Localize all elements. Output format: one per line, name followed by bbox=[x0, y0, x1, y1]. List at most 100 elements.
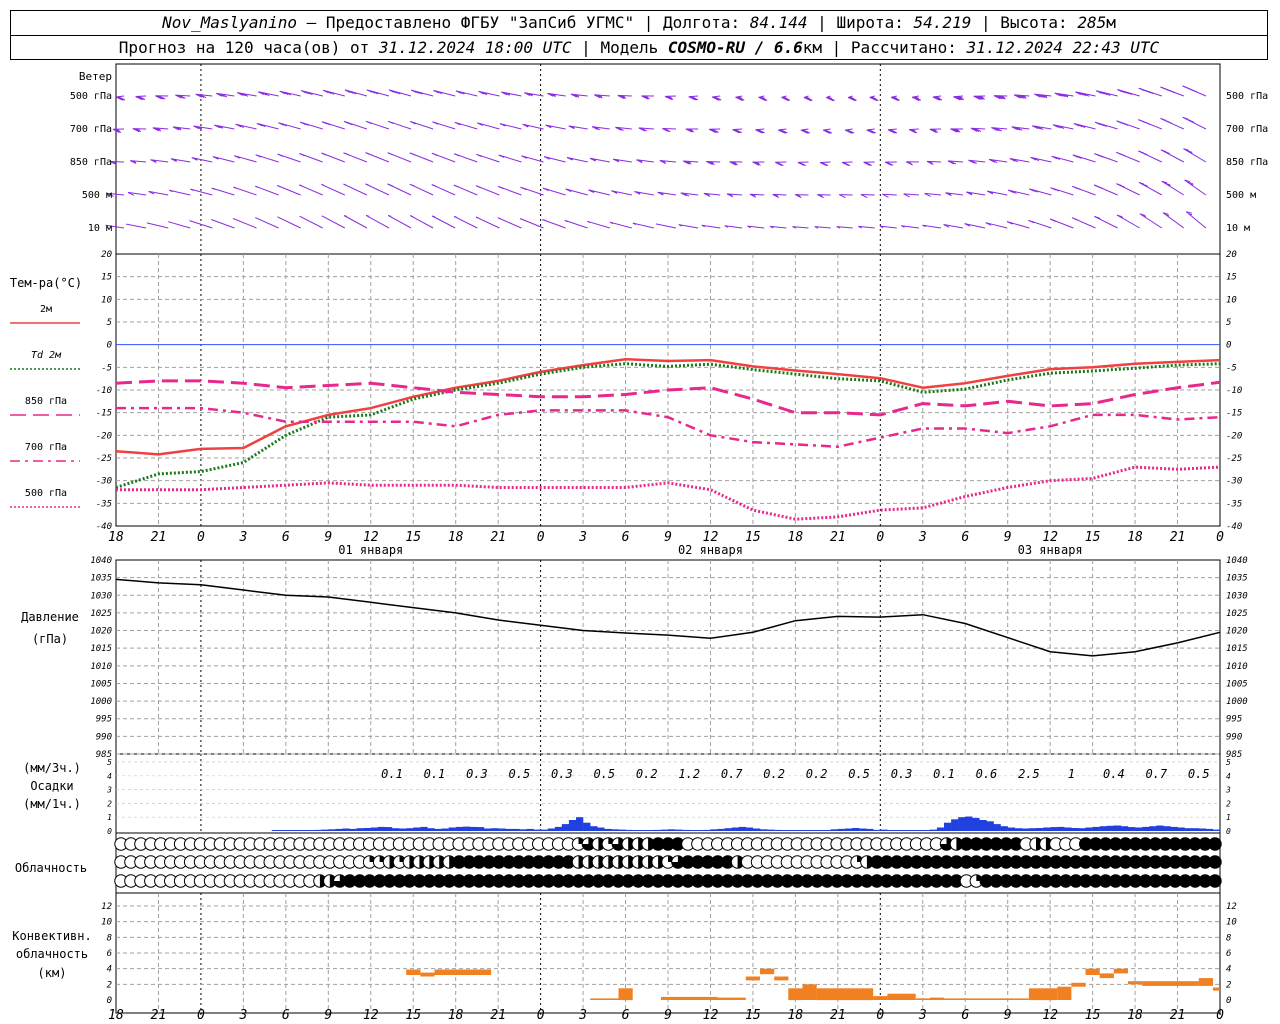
temp-tick-label: 5 bbox=[107, 318, 112, 328]
hour-tick-label: 21 bbox=[1170, 530, 1186, 545]
wind-barb-icon bbox=[211, 187, 235, 196]
legend-label: 500 гПа bbox=[25, 488, 67, 499]
wind-barb-icon bbox=[524, 92, 544, 97]
precip-bar bbox=[682, 829, 690, 831]
wind-barb-icon bbox=[1182, 116, 1207, 130]
wind-barb-icon bbox=[299, 121, 323, 130]
hour-tick-label: 3 bbox=[238, 530, 247, 545]
temp-title: Тем-ра(°C) bbox=[10, 276, 82, 290]
hour-tick-label: 0 bbox=[197, 530, 205, 545]
wind-barb-icon bbox=[594, 94, 610, 99]
temp-tick-label: -20 bbox=[96, 431, 112, 441]
pressure-tick-label: 1010 bbox=[1226, 662, 1248, 672]
pressure-tick-label: 990 bbox=[96, 732, 112, 742]
hour-tick-label: 18 bbox=[448, 1008, 464, 1023]
hour-tick-label: 21 bbox=[490, 530, 506, 545]
conv-tick-label: 2 bbox=[107, 980, 112, 990]
precip-bar bbox=[738, 826, 747, 831]
precip-total-label: 2.5 bbox=[1018, 767, 1040, 781]
temperature-legend: 2м Td 2м 850 гПа 700 гПа 500 гПа bbox=[10, 304, 80, 508]
precip-bar bbox=[420, 826, 428, 831]
temp-series-line bbox=[115, 379, 1221, 417]
wind-barb-icon bbox=[126, 223, 147, 229]
precip-bar bbox=[307, 830, 315, 831]
convective-cloud-bar bbox=[406, 969, 421, 975]
wind-barb-icon bbox=[724, 225, 743, 229]
wind-barb-icon bbox=[1006, 221, 1030, 229]
precip-bar bbox=[887, 830, 895, 831]
conv-tick-label: 6 bbox=[1226, 949, 1231, 959]
wind-barb-icon bbox=[1138, 119, 1162, 130]
precip-total-label: 1 bbox=[1068, 767, 1075, 781]
wind-barb-icon bbox=[732, 128, 743, 134]
wind-barb-icon bbox=[152, 127, 169, 132]
forecast-label: Прогноз на 120 часа(ов) от bbox=[118, 38, 370, 57]
cloud-cover-circle-icon bbox=[631, 837, 645, 851]
precip-bar bbox=[1135, 827, 1143, 831]
conv-tick-label: 4 bbox=[1226, 965, 1231, 975]
precip-bar bbox=[1156, 825, 1164, 831]
hour-tick-label: 9 bbox=[664, 1008, 672, 1023]
hour-tick-label: 3 bbox=[918, 1008, 927, 1023]
wind-barb-icon bbox=[522, 123, 544, 130]
wind-barb-icon bbox=[792, 226, 809, 229]
wind-barb-icon bbox=[708, 128, 721, 133]
wind-barb-icon bbox=[109, 161, 125, 166]
precip-bar bbox=[951, 819, 959, 831]
wind-barb-icon bbox=[299, 153, 323, 163]
precip-tick-label: 5 bbox=[107, 758, 112, 767]
precip-bar bbox=[462, 826, 471, 831]
precip-total-label: 1.2 bbox=[678, 767, 700, 781]
wind-barb-icon bbox=[453, 184, 478, 196]
wind-barb-icon bbox=[409, 183, 434, 196]
wind-barb-icon bbox=[655, 223, 677, 229]
wind-barb-icon bbox=[545, 124, 566, 130]
wind-barb-icon bbox=[662, 128, 677, 133]
day-label: 03 января bbox=[1018, 543, 1083, 557]
wind-level-label: 700 гПа bbox=[70, 124, 112, 135]
legend-label: 2м bbox=[40, 304, 52, 315]
wind-barb-icon bbox=[636, 159, 654, 164]
precip-unit-3h: (мм/3ч.) bbox=[23, 761, 81, 775]
wind-barb-icon bbox=[365, 214, 390, 229]
wind-barb-icon bbox=[343, 152, 368, 163]
wind-barb-icon bbox=[193, 125, 213, 130]
wind-barb-icon bbox=[1160, 117, 1185, 130]
wind-barb-icon bbox=[922, 224, 942, 229]
wind-barb-icon bbox=[365, 152, 390, 163]
wind-barb-icon bbox=[344, 89, 368, 97]
wind-barb-icon bbox=[678, 224, 699, 229]
pressure-tick-label: 1040 bbox=[1226, 556, 1248, 566]
hour-tick-label: 18 bbox=[448, 530, 464, 545]
wind-barb-icon bbox=[365, 183, 390, 196]
convective-cloud-bar bbox=[915, 998, 930, 1000]
wind-barb-icon bbox=[988, 158, 1008, 164]
wind-barb-icon bbox=[410, 89, 434, 97]
cloud-cover-circle-icon bbox=[601, 837, 615, 851]
pressure-tick-label: 1015 bbox=[90, 644, 112, 654]
wind-barb-icon bbox=[279, 90, 301, 97]
pressure-tick-label: 1040 bbox=[90, 556, 112, 566]
hour-tick-label: 12 bbox=[1042, 530, 1058, 545]
convective-cloud-bar bbox=[802, 984, 817, 1000]
wind-barb-icon bbox=[1094, 184, 1118, 196]
hour-tick-label: 18 bbox=[1127, 1008, 1143, 1023]
precip-total-label: 0.3 bbox=[891, 767, 913, 781]
wind-barb-icon bbox=[1054, 92, 1074, 98]
convective-cloud-bar bbox=[660, 996, 718, 1000]
legend-label: 850 гПа bbox=[25, 396, 67, 407]
hour-tick-label: 3 bbox=[578, 530, 587, 545]
wind-barb-icon bbox=[819, 161, 831, 167]
hour-tick-label: 18 bbox=[1127, 530, 1143, 545]
pressure-tick-label: 1035 bbox=[90, 574, 112, 584]
convective-cloud-bar bbox=[717, 997, 746, 1000]
wind-barb-icon bbox=[685, 128, 699, 133]
wind-barb-icon bbox=[175, 94, 191, 99]
wind-barb-icon bbox=[817, 194, 831, 199]
cloud-title: Облачность bbox=[15, 861, 87, 875]
wind-barb-icon bbox=[775, 161, 787, 166]
precip-bar bbox=[1212, 829, 1221, 831]
precip-tick-label: 0 bbox=[107, 827, 112, 836]
wind-barb-icon bbox=[476, 153, 500, 163]
conv-tick-label: 0 bbox=[1226, 996, 1231, 1006]
